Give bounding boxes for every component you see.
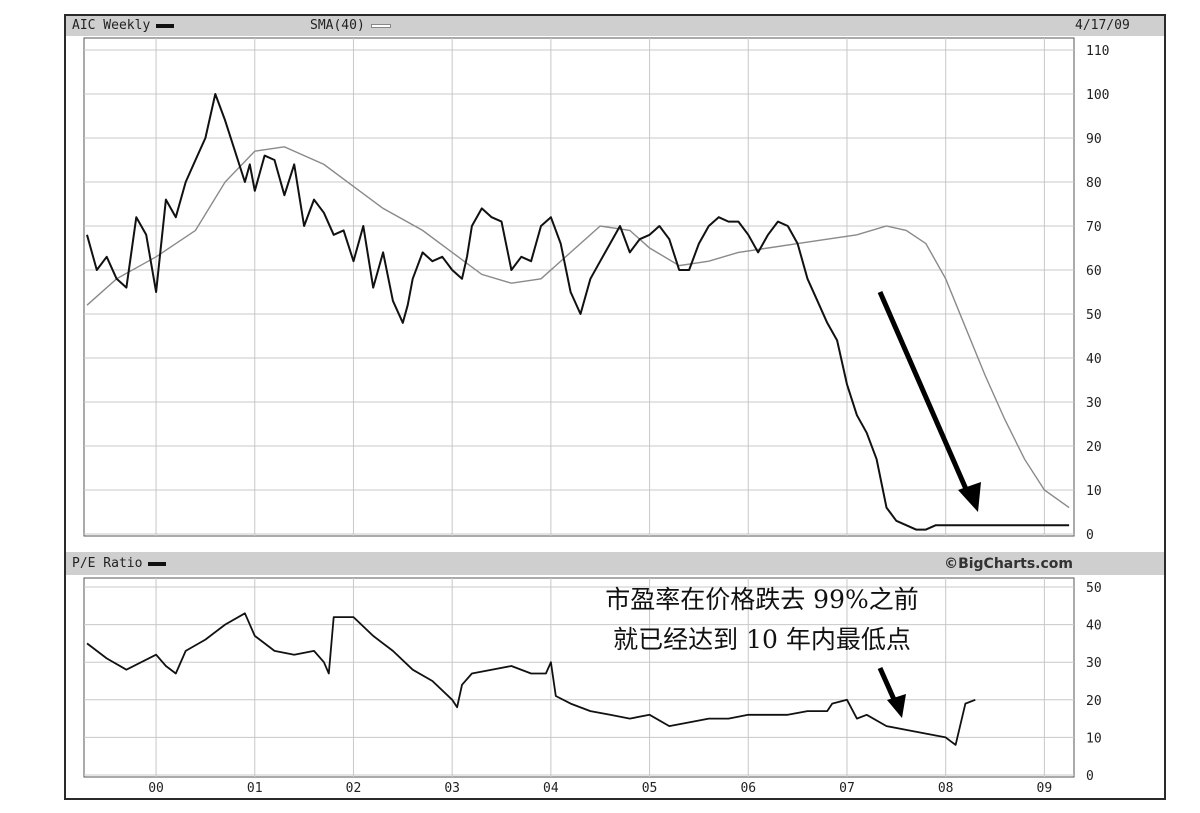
- year-tick-label: 02: [346, 781, 362, 796]
- pe-y-tick-label: 20: [1086, 694, 1102, 709]
- year-tick-label: 03: [444, 781, 460, 796]
- pe-label: P/E Ratio: [72, 556, 143, 571]
- sma-series-line: [86, 146, 1070, 509]
- price-y-tick-label: 70: [1086, 220, 1102, 235]
- pe-header-band: [66, 552, 1164, 575]
- year-tick-label: 09: [1037, 781, 1053, 796]
- price-y-tick-label: 50: [1086, 308, 1102, 323]
- price-y-tick-label: 110: [1086, 44, 1109, 59]
- pe-swatch: [148, 561, 167, 566]
- year-tick-label: 04: [543, 781, 559, 796]
- pe-series-line: [86, 612, 976, 746]
- price-y-tick-label: 20: [1086, 440, 1102, 455]
- bigcharts-credit: ©BigCharts.com: [944, 556, 1073, 572]
- price-y-ticks: 0 10 20 30 40 50 60 70 80 90 100 110: [1086, 44, 1109, 543]
- year-tick-label: 06: [740, 781, 756, 796]
- year-tick-label: 01: [247, 781, 263, 796]
- price-legend: AIC Weekly: [72, 18, 175, 34]
- pe-y-tick-label: 10: [1086, 731, 1102, 746]
- sma-swatch: [370, 23, 391, 28]
- pe-y-tick-label: 50: [1086, 581, 1102, 596]
- price-y-tick-label: 40: [1086, 352, 1102, 367]
- chart-frame: [64, 14, 1166, 800]
- pe-legend: P/E Ratio: [72, 556, 167, 572]
- price-grid: [83, 37, 1075, 537]
- annotation-line-2: 就已经达到 10 年内最低点: [613, 625, 911, 654]
- symbol-label: AIC Weekly: [72, 18, 151, 33]
- year-tick-label: 08: [938, 781, 954, 796]
- price-y-tick-label: 10: [1086, 484, 1102, 499]
- price-series-line: [86, 93, 1070, 531]
- chart-date: 4/17/09: [1075, 18, 1130, 33]
- year-tick-label: 07: [839, 781, 855, 796]
- pe-panel-border: [83, 577, 1075, 778]
- price-y-tick-label: 60: [1086, 264, 1102, 279]
- price-y-tick-label: 90: [1086, 132, 1102, 147]
- price-y-tick-label: 0: [1086, 528, 1094, 543]
- price-decline-arrow: [877, 291, 981, 512]
- pe-low-arrow: [877, 666, 906, 718]
- price-swatch: [156, 23, 175, 28]
- year-ticks: 00 01 02 03 04 05 06 07 08 09: [148, 781, 1052, 796]
- year-tick-label: 00: [148, 781, 164, 796]
- price-y-tick-label: 100: [1086, 88, 1109, 103]
- pe-y-tick-label: 30: [1086, 656, 1102, 671]
- price-header-band: [66, 16, 1164, 36]
- pe-y-ticks: 0 10 20 30 40 50: [1086, 581, 1102, 784]
- price-y-tick-label: 80: [1086, 176, 1102, 191]
- annotation-line-1: 市盈率在价格跌去 99%之前: [605, 585, 919, 614]
- plot-lines: [86, 93, 1070, 746]
- pe-y-tick-label: 40: [1086, 619, 1102, 634]
- pe-y-tick-label: 0: [1086, 769, 1094, 784]
- year-tick-label: 05: [642, 781, 658, 796]
- sma-label: SMA(40): [310, 18, 365, 33]
- pe-grid: [83, 577, 1075, 778]
- sma-legend: SMA(40): [310, 18, 391, 34]
- price-panel-border: [83, 37, 1075, 537]
- price-y-tick-label: 30: [1086, 396, 1102, 411]
